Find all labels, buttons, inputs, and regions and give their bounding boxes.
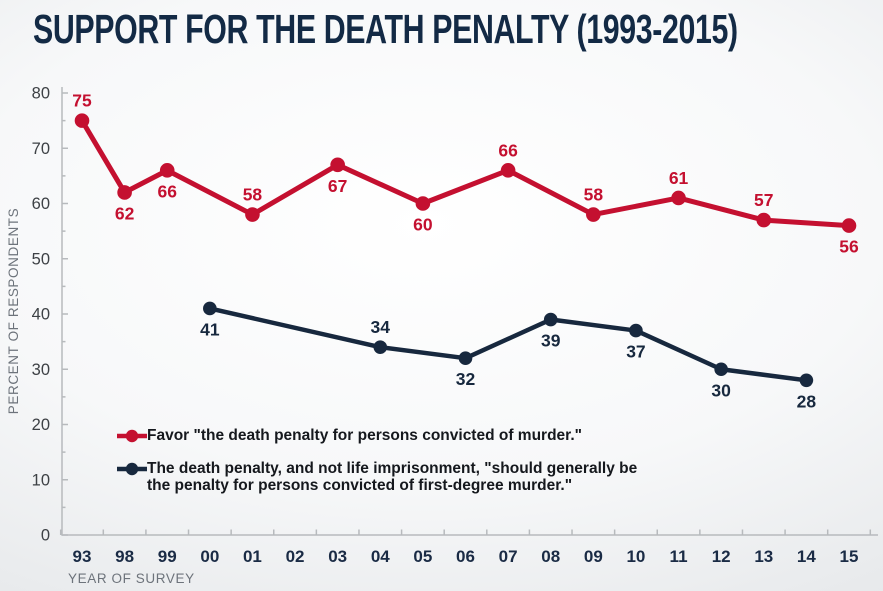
legend-item-favor: Favor "the death penalty for persons con…	[117, 427, 677, 444]
series-favor-value-label: 60	[413, 215, 433, 235]
y-axis-tick-label: 80	[32, 85, 50, 103]
y-axis-title: PERCENT OF RESPONDENTS	[6, 208, 21, 414]
y-axis-tick-label: 0	[41, 527, 50, 545]
series-should-marker	[799, 373, 814, 388]
chart-title: SUPPORT FOR THE DEATH PENALTY (1993-2015…	[33, 6, 738, 52]
series-favor-marker	[330, 157, 345, 173]
series-favor-marker	[415, 196, 431, 211]
x-axis-tick-label: 08	[541, 547, 560, 566]
x-axis-tick-label: 02	[286, 547, 305, 566]
series-should-marker	[629, 323, 643, 338]
series-should-marker	[373, 340, 388, 354]
x-axis-tick-label: 15	[840, 547, 859, 566]
legend-label-line: The death penalty, and not life imprison…	[147, 460, 638, 477]
y-axis-tick-label: 50	[32, 250, 50, 268]
series-should-value-label: 34	[371, 317, 391, 337]
series-favor-marker	[245, 207, 260, 222]
x-axis-tick-label: 10	[626, 547, 645, 566]
series-favor-marker	[500, 163, 516, 178]
series-should-value-label: 41	[200, 319, 220, 339]
series-should-marker	[458, 351, 473, 366]
series-favor-value-label: 67	[328, 176, 347, 196]
series-favor-marker	[74, 113, 90, 128]
series-favor-value-label: 75	[72, 91, 92, 111]
series-should-marker	[203, 301, 217, 316]
x-axis-tick-label: 04	[371, 547, 390, 566]
x-axis-tick-label: 03	[328, 547, 347, 566]
series-favor-value-label: 58	[584, 185, 604, 205]
legend-favor-marker-icon	[117, 429, 147, 443]
y-axis-tick-label: 20	[32, 416, 50, 434]
x-axis-tick-label: 09	[584, 547, 603, 566]
legend-label: The death penalty, and not life imprison…	[147, 460, 637, 494]
x-axis-tick-label: 06	[456, 547, 475, 566]
x-axis-tick-label: 99	[158, 547, 177, 566]
series-should-value-label: 37	[626, 342, 645, 362]
legend-label: Favor "the death penalty for persons con…	[147, 427, 582, 444]
x-axis-tick-label: 98	[115, 547, 134, 566]
series-favor-value-label: 61	[669, 168, 689, 188]
y-axis-tick-label: 10	[32, 471, 50, 489]
series-favor-marker	[586, 207, 601, 222]
series-should-value-label: 28	[797, 391, 817, 411]
x-axis-tick-label: 13	[754, 547, 773, 566]
x-axis-tick-label: 93	[73, 547, 92, 566]
x-axis-tick-label: 07	[499, 547, 518, 566]
series-should-marker	[543, 312, 558, 327]
series-favor-value-label: 66	[157, 181, 177, 201]
x-axis-title: YEAR OF SURVEY	[68, 571, 195, 586]
series-favor-value-label: 66	[498, 140, 518, 160]
x-axis-tick-label: 01	[243, 547, 262, 566]
series-favor-marker	[671, 190, 686, 206]
series-favor-marker	[841, 218, 857, 233]
chart-legend: Favor "the death penalty for persons con…	[117, 427, 677, 510]
x-axis-tick-label: 05	[413, 547, 432, 566]
x-axis-tick-label: 00	[200, 547, 219, 566]
series-favor-value-label: 58	[243, 185, 263, 205]
series-should-value-label: 30	[711, 380, 731, 400]
series-favor-marker	[756, 212, 772, 228]
legend-label-line: Favor "the death penalty for persons con…	[147, 427, 583, 444]
series-favor-line	[79, 118, 852, 229]
x-axis-tick-label: 11	[670, 547, 688, 566]
series-favor-value-label: 62	[115, 203, 135, 223]
y-axis-tick-label: 40	[32, 306, 50, 324]
x-axis-tick-label: 14	[797, 547, 816, 566]
series-should-value-label: 32	[456, 369, 476, 389]
legend-item-should: The death penalty, and not life imprison…	[117, 460, 677, 494]
series-favor-marker	[159, 163, 175, 178]
legend-should-marker-icon	[117, 462, 147, 476]
series-favor-marker	[117, 185, 132, 200]
x-axis-tick-label: 12	[712, 547, 731, 566]
series-favor-value-label: 57	[754, 190, 773, 210]
series-favor-value-label: 56	[839, 237, 859, 257]
legend-label-line: the penalty for persons convicted of fir…	[147, 477, 573, 494]
y-axis-tick-label: 30	[32, 361, 50, 379]
series-should-marker	[714, 362, 728, 377]
y-axis-tick-label: 60	[32, 195, 50, 213]
series-should-value-label: 39	[541, 331, 561, 351]
y-axis-tick-label: 70	[32, 140, 50, 158]
